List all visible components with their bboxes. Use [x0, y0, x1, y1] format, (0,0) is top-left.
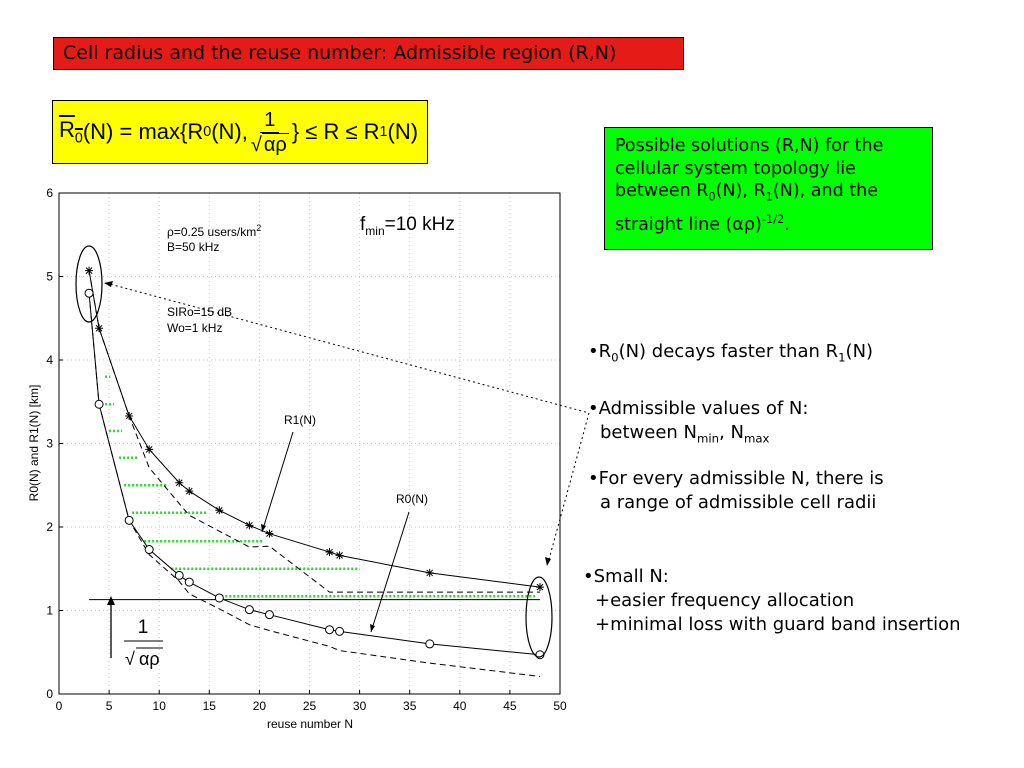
x-tick-label: 45 [503, 699, 517, 713]
r0-curve-label: R0(N) [396, 492, 428, 506]
x-tick-label: 25 [303, 699, 317, 713]
admissible-region-dots [105, 375, 535, 598]
formula-lhs: R0 [59, 117, 83, 147]
small-n-arrowhead [104, 281, 113, 287]
circle-marker [184, 577, 194, 587]
series-lines [88, 270, 541, 677]
threshold-sqrt: √ [125, 649, 135, 669]
star-marker [265, 529, 274, 538]
star-marker [95, 324, 104, 333]
x-tick-label: 10 [153, 699, 167, 713]
small-n-pointer [105, 282, 590, 414]
circle-marker [94, 399, 104, 409]
series-line [88, 270, 540, 593]
large-n-arrowhead [545, 557, 551, 566]
x-tick-label: 0 [56, 699, 63, 713]
large-n-pointer [547, 412, 590, 564]
formula-mid: (N) = max{R [82, 119, 204, 144]
x-tick-label: 15 [203, 699, 217, 713]
threshold-den: αρ [139, 649, 160, 669]
series-line [88, 270, 541, 588]
y-axis-label: R0(N) and R1(N) [km] [27, 385, 41, 502]
bullet-small-n: •Small N: +easier frequency allocation +… [583, 566, 961, 635]
star-marker [335, 551, 344, 560]
circle-marker [124, 515, 134, 525]
series-line [88, 293, 541, 656]
circle-marker [84, 288, 94, 298]
formula-frac-num: 1 [260, 108, 280, 133]
y-tick-label: 5 [46, 270, 53, 284]
star-marker [215, 506, 224, 515]
x-tick-label: 30 [353, 699, 367, 713]
bullet-admissible-values: •Admissible values of N: between Nmin, N… [588, 398, 809, 446]
r0-pointer-head [370, 624, 375, 632]
formula-end: (N) [387, 119, 419, 144]
bullet-cell-radii: •For every admissible N, there is a rang… [588, 468, 884, 513]
threshold-num: 1 [138, 617, 149, 638]
formula-fraction: 1 √ αρ [251, 108, 289, 157]
small-n-ellipse [75, 245, 103, 323]
y-tick-label: 2 [46, 520, 53, 534]
r0-pointer [370, 511, 410, 633]
y-tick-label: 1 [46, 604, 53, 618]
plot-frame [58, 192, 561, 695]
star-marker [85, 266, 94, 275]
star-marker [185, 487, 194, 496]
star-marker [325, 548, 334, 557]
bullet-decay: •R0(N) decays faster than R1(N) [588, 341, 874, 365]
bandwidth-annotation: B=50 kHz [167, 240, 219, 254]
y-tick-label: 3 [46, 437, 53, 451]
formula-frac-den: √ αρ [250, 132, 289, 156]
circle-marker [214, 593, 224, 603]
star-marker [175, 478, 184, 487]
y-tick-label: 4 [46, 353, 53, 367]
x-axis-label: reuse number N [267, 717, 353, 731]
x-tick-label: 40 [453, 699, 467, 713]
circle-marker [425, 639, 435, 649]
circle-marker [264, 610, 274, 620]
circle-marker [335, 626, 345, 636]
siro-annotation: SIRo=15 dB [167, 305, 232, 319]
series-markers [84, 266, 545, 660]
r1-curve-label: R1(N) [284, 413, 316, 427]
x-tick-label: 50 [553, 699, 567, 713]
star-marker [535, 583, 544, 592]
density-annotation: ρ=0.25 users/km2 [167, 223, 261, 239]
chart-grid [59, 193, 560, 694]
wo-annotation: Wo=1 kHz [167, 321, 222, 335]
r1-pointer [261, 431, 294, 533]
circle-marker [325, 625, 335, 635]
formula-mid2: (N), [211, 119, 248, 144]
formula-rest-sub: 1 [379, 124, 388, 140]
r1-pointer-head [261, 524, 266, 532]
y-tick-label: 6 [46, 186, 53, 200]
circle-marker [244, 605, 254, 615]
circle-marker [174, 570, 184, 580]
star-marker [125, 411, 134, 420]
star-marker [245, 521, 254, 530]
fmin-annotation: fmin=10 kHz [360, 214, 455, 238]
x-tick-label: 5 [106, 699, 113, 713]
solutions-note: Possible solutions (R,N) for the cellula… [604, 127, 933, 250]
threshold-arrowhead [107, 596, 115, 605]
large-n-ellipse [525, 576, 553, 658]
x-tick-label: 20 [253, 699, 267, 713]
star-marker [425, 568, 434, 577]
circle-marker [144, 545, 154, 555]
formula-rest: } ≤ R ≤ R [291, 119, 380, 144]
x-tick-label: 35 [403, 699, 417, 713]
y-tick-label: 0 [46, 687, 53, 701]
star-marker [145, 445, 154, 454]
slide-title: Cell radius and the reuse number: Admiss… [53, 37, 684, 70]
formula-mid-sub: 0 [203, 124, 212, 140]
